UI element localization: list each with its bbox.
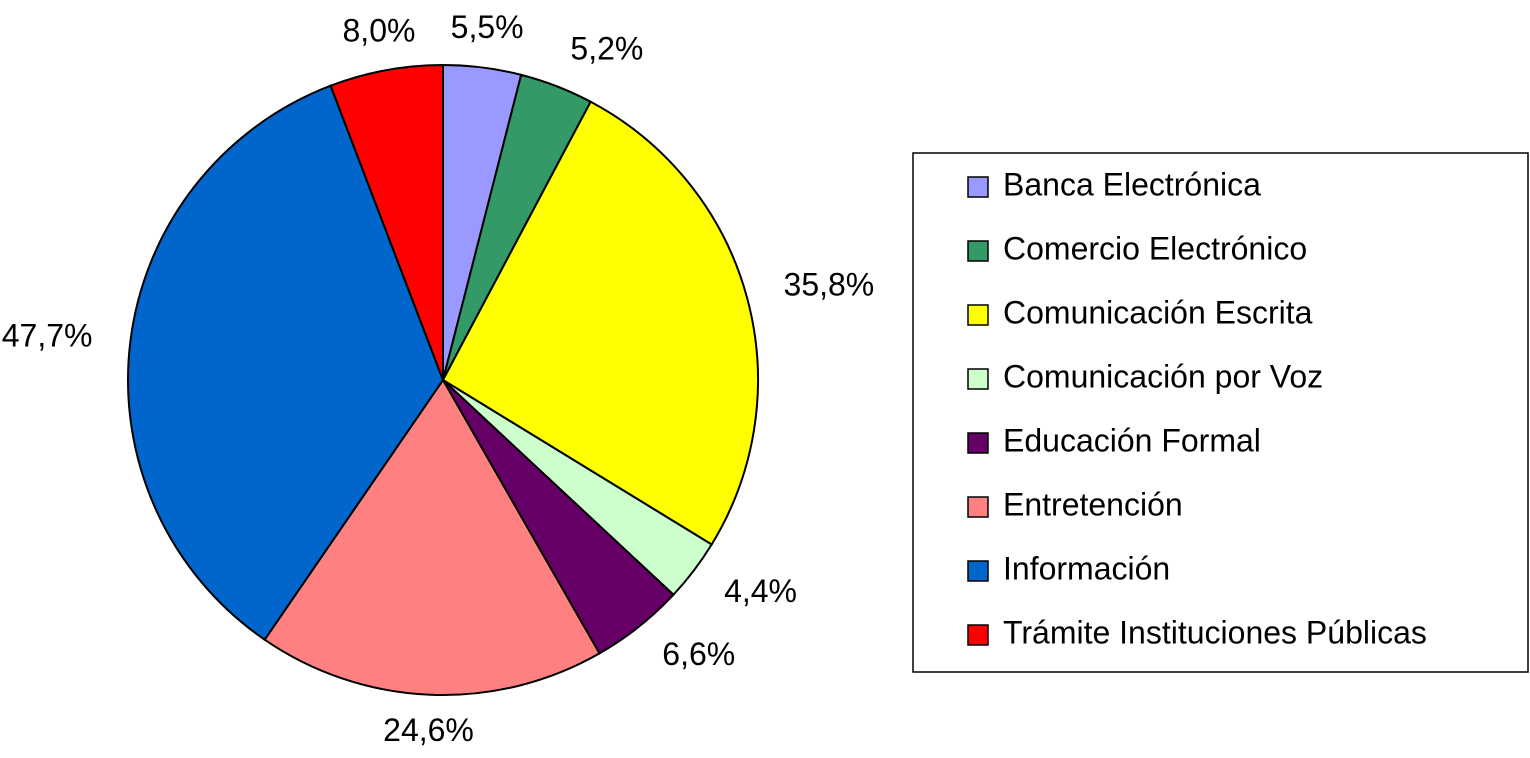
legend-label: Trámite Instituciones Públicas — [1003, 614, 1427, 650]
legend-swatch — [967, 560, 989, 582]
legend-swatch — [967, 240, 989, 262]
legend-swatch — [967, 176, 989, 198]
pie-slice — [329, 63, 444, 381]
legend-swatch — [967, 432, 989, 454]
data-label: 24,6% — [383, 712, 474, 748]
pie-slice — [441, 100, 759, 546]
legend-label: Educación Formal — [1003, 422, 1261, 458]
legend-label: Información — [1003, 550, 1170, 586]
legend-swatch — [967, 496, 989, 518]
data-label: 5,2% — [570, 30, 643, 66]
legend-label: Banca Electrónica — [1003, 166, 1261, 202]
data-label: 4,4% — [724, 573, 797, 609]
legend-swatch — [967, 304, 989, 326]
legend-box — [912, 152, 1529, 673]
legend-swatch — [967, 368, 989, 390]
legend-label: Comercio Electrónico — [1003, 230, 1307, 266]
data-label: 8,0% — [343, 12, 416, 48]
pie-slice — [127, 84, 445, 642]
legend-label: Entretención — [1003, 486, 1183, 522]
legend-swatch — [967, 624, 989, 646]
data-label: 47,7% — [2, 318, 93, 354]
pie-slice — [263, 378, 601, 696]
data-label: 35,8% — [784, 266, 875, 302]
legend-label: Comunicación por Voz — [1003, 358, 1323, 394]
legend-label: Comunicación Escrita — [1003, 294, 1313, 330]
data-label: 6,6% — [662, 636, 735, 672]
data-label: 5,5% — [451, 9, 524, 45]
